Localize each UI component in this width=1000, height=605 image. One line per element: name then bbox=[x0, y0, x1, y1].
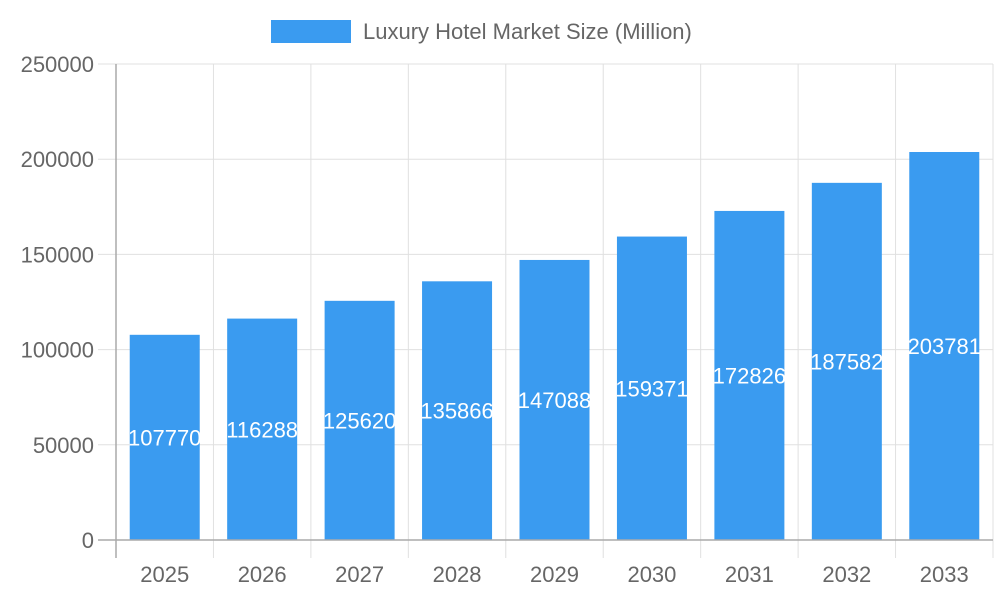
bar bbox=[811, 182, 882, 540]
bar bbox=[519, 259, 590, 540]
legend[interactable]: Luxury Hotel Market Size (Million) bbox=[271, 19, 692, 44]
data-label: 107770 bbox=[128, 425, 201, 450]
x-tick-label: 2028 bbox=[433, 562, 482, 587]
data-label: 147088 bbox=[518, 388, 591, 413]
y-tick-label: 150000 bbox=[21, 242, 94, 267]
legend-label: Luxury Hotel Market Size (Million) bbox=[363, 19, 692, 44]
data-label: 116288 bbox=[226, 417, 298, 442]
x-tick-label: 2026 bbox=[238, 562, 287, 587]
y-tick-label: 0 bbox=[82, 528, 94, 553]
legend-swatch bbox=[271, 20, 351, 43]
x-tick-label: 2029 bbox=[530, 562, 579, 587]
x-tick-label: 2030 bbox=[627, 562, 676, 587]
bar bbox=[129, 334, 200, 540]
data-label: 172826 bbox=[713, 363, 786, 388]
y-tick-label: 250000 bbox=[21, 52, 94, 77]
y-tick-label: 50000 bbox=[33, 433, 94, 458]
data-label: 135866 bbox=[420, 399, 493, 424]
data-label: 203781 bbox=[908, 334, 981, 359]
bar bbox=[616, 236, 687, 540]
bar bbox=[324, 300, 395, 540]
data-label: 159371 bbox=[615, 376, 688, 401]
data-label: 125620 bbox=[323, 408, 396, 433]
bar bbox=[909, 152, 980, 540]
x-tick-label: 2025 bbox=[140, 562, 189, 587]
bar bbox=[714, 210, 785, 540]
x-tick-label: 2031 bbox=[725, 562, 774, 587]
x-tick-label: 2027 bbox=[335, 562, 384, 587]
bar bbox=[422, 281, 493, 540]
x-tick-label: 2033 bbox=[920, 562, 969, 587]
y-tick-label: 200000 bbox=[21, 147, 94, 172]
y-tick-label: 100000 bbox=[21, 338, 94, 363]
x-tick-label: 2032 bbox=[822, 562, 871, 587]
data-label: 187582 bbox=[810, 349, 883, 374]
bar bbox=[227, 318, 298, 540]
